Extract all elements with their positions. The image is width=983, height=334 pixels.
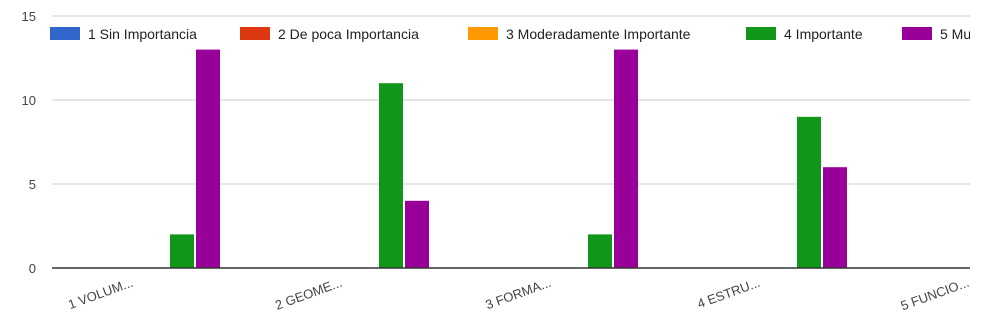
y-tick-label: 0 [29,261,36,276]
bars [170,49,847,268]
x-tick-label: 4 ESTRU... [695,275,762,312]
bar [196,49,220,268]
legend-label: 1 Sin Importancia [88,26,197,42]
y-tick-label: 5 [29,177,36,192]
legend-label: 2 De poca Importancia [278,26,419,42]
x-tick-label: 5 FUNCIO... [899,275,971,314]
axes: 0 5 10 15 1 VOLUM... 2 GEOME... 3 FORMA... 4 ES… [22,9,971,313]
x-tick-label: 3 FORMA... [483,275,553,313]
y-tick-label: 15 [22,9,36,24]
bar [823,167,847,268]
legend-swatch [468,27,498,40]
legend-label: 3 Moderadamente Importante [506,26,691,42]
bar [614,49,638,268]
bar [588,234,612,268]
legend-label: 5 Muy Importante [940,26,983,42]
x-tick-label: 1 VOLUM... [66,275,135,312]
x-tick-label: 2 GEOME... [273,275,344,313]
legend-swatch [240,27,270,40]
legend-items: 1 Sin Importancia 2 De poca Importancia 3 … [50,26,983,42]
bar [379,83,403,268]
legend-label: 4 Importante [784,26,863,42]
legend-swatch [746,27,776,40]
y-tick-label: 10 [22,93,36,108]
legend-swatch [902,27,932,40]
bar [405,200,429,268]
legend: 1 Sin Importancia 2 De poca Importancia 3 … [50,26,983,42]
legend-swatch [50,27,80,40]
bar [170,234,194,268]
bar [797,116,821,268]
